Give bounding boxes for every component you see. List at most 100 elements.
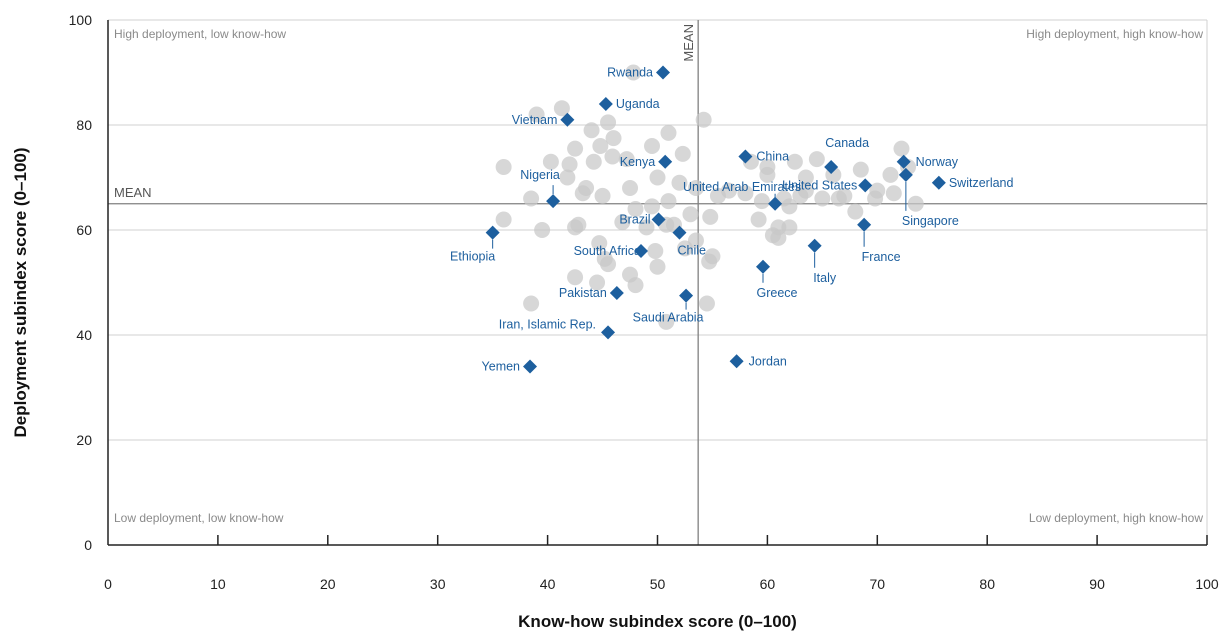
background-point [604,148,621,165]
background-point [523,295,540,312]
country-point [485,225,500,240]
country-label: Yemen [482,360,521,374]
country-label: Jordan [749,354,787,368]
background-point [618,151,635,168]
country-label: China [756,150,789,164]
country-point [658,154,673,169]
country-point [931,175,946,190]
background-point [523,190,540,207]
country-label: Switzerland [949,176,1014,190]
background-point [583,122,600,139]
x-tick-label: 0 [104,576,112,592]
background-point [797,182,814,199]
background-point [591,235,608,252]
country-label: Singapore [902,214,959,228]
background-point [589,274,606,291]
quadrant-label-top-left: High deployment, low know-how [114,27,286,41]
x-axis-title: Know-how subindex score (0–100) [518,612,797,631]
background-point [495,211,512,228]
background-point [649,169,666,186]
background-point [660,193,677,210]
x-tick-label: 70 [870,576,886,592]
background-point [781,219,798,236]
country-point [523,359,538,374]
country-label: Saudi Arabia [633,311,704,325]
background-point [561,156,578,173]
y-axis-title: Deployment subindex score (0–100) [11,147,30,437]
background-point [592,138,609,154]
mean-lines: MEAN MEAN [108,20,1207,545]
country-point [672,225,687,240]
background-point [542,153,559,170]
country-point [601,325,616,340]
background-point [627,277,644,294]
country-point [634,244,649,258]
background-point [647,243,664,259]
x-tick-label: 40 [540,576,556,592]
background-point [622,180,639,196]
x-tick-label: 90 [1089,576,1105,592]
background-point [814,190,831,207]
background-point [882,166,899,183]
background-point [649,258,666,275]
country-label: Greece [757,286,798,300]
background-point [495,159,512,175]
background-point [682,206,699,223]
x-tick-label: 80 [979,576,995,592]
background-point [644,138,661,154]
country-point [651,212,666,227]
country-label: South Africa [574,244,641,258]
background-point [578,180,595,196]
country-point [598,97,613,111]
country-point [896,154,911,169]
country-point [546,194,561,209]
background-point [605,130,622,147]
x-tick-label: 50 [650,576,666,592]
country-label: Kenya [620,155,655,169]
country-label: United Arab Emirates [683,180,801,194]
x-tick-label: 10 [210,576,226,592]
background-point [847,203,864,220]
country-label: Vietnam [512,113,558,127]
country-label: Pakistan [559,286,607,300]
background-point [687,180,704,196]
quadrant-labels: High deployment, low know-how High deploy… [114,27,1203,525]
country-label: Ethiopia [450,250,495,264]
background-point [534,222,551,238]
background-point [797,169,814,186]
background-point [559,169,576,186]
background-point [830,190,847,207]
background-point [658,313,675,330]
country-label: Iran, Islamic Rep. [499,317,596,331]
background-point [893,140,910,157]
country-label: Canada [825,136,869,150]
mean-label-y: MEAN [114,185,152,200]
gridlines [108,19,1208,545]
background-point [600,256,617,273]
country-point [655,65,670,80]
background-point [695,111,712,128]
country-label: United States [782,178,857,192]
background-point [676,240,693,257]
background-point [808,151,825,168]
background-point [759,166,776,183]
country-label: France [862,250,901,264]
country-label: Rwanda [607,66,653,80]
background-point [567,219,584,236]
country-point [679,288,694,303]
background-point [660,124,677,141]
country-point [756,259,771,274]
background-point [867,190,884,207]
country-labels: Rwanda Uganda Vietnam Kenya Nigeria Ethiopia B… [450,66,1013,374]
quadrant-label-bottom-right: Low deployment, high know-how [1029,511,1203,525]
background-point [852,161,869,178]
background-point [644,198,661,215]
background-point [528,106,545,123]
background-point [567,269,584,286]
country-point [858,178,873,193]
country-label: Italy [813,271,837,285]
background-point [600,114,617,131]
background-point [567,140,584,157]
country-label: Brazil [619,213,650,227]
country-point [729,354,744,369]
